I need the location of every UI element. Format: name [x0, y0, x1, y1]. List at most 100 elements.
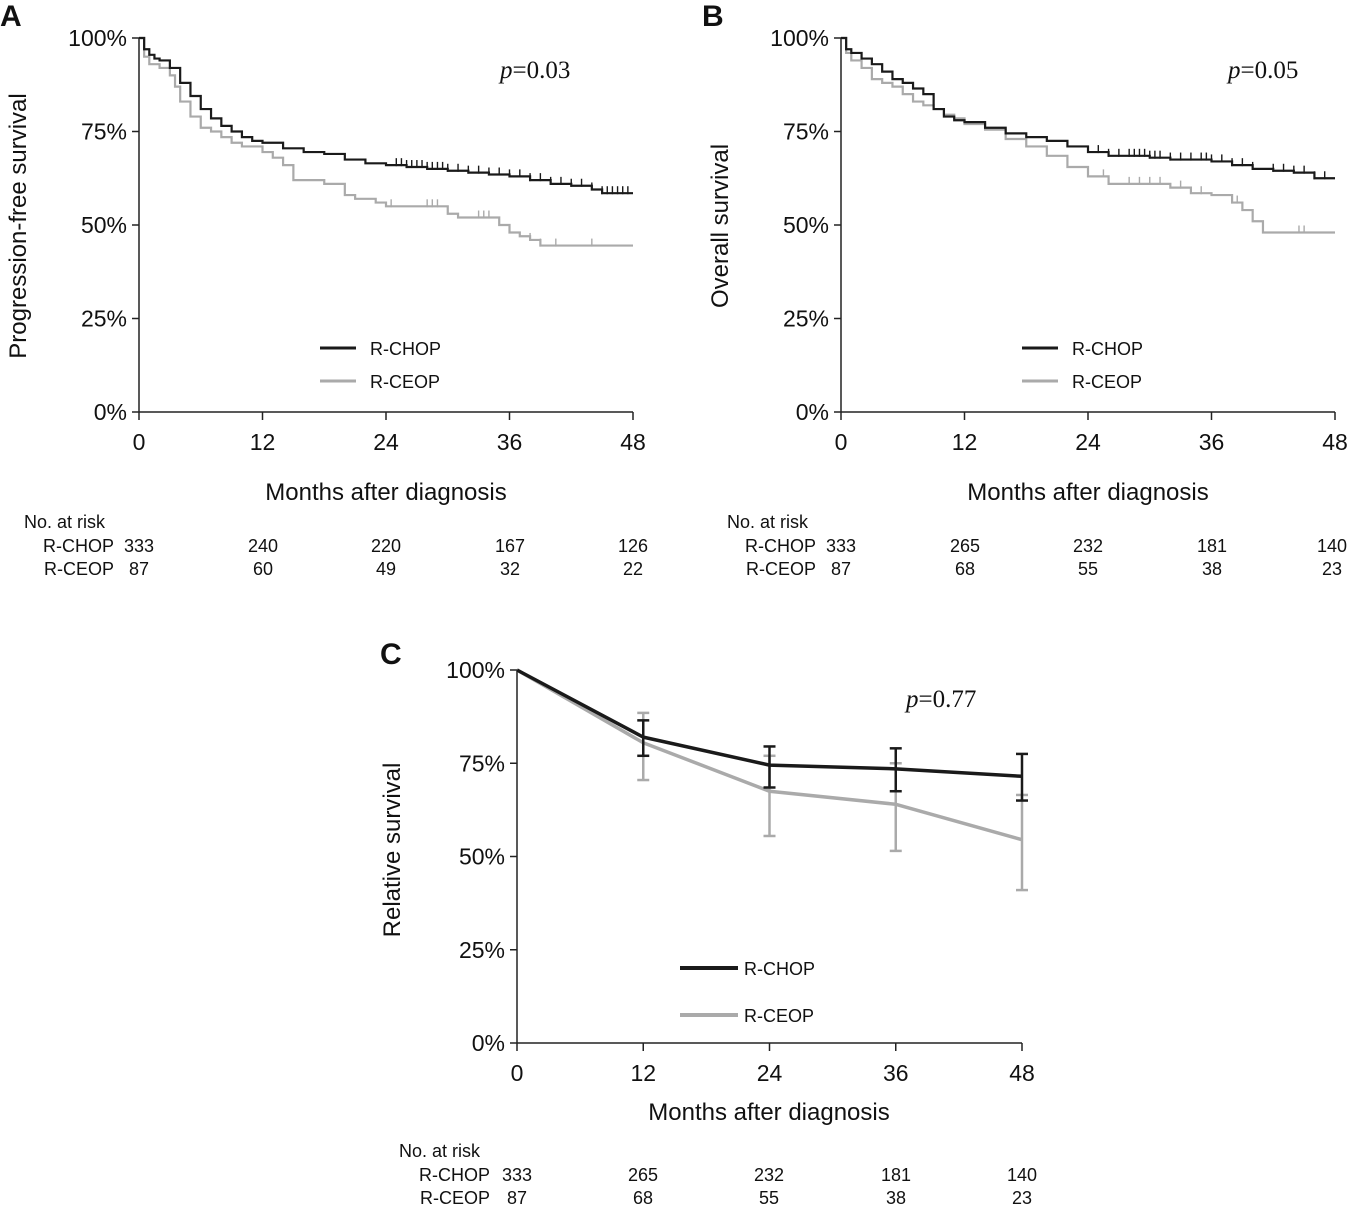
- panel-a-xtick-label-12: 12: [250, 429, 276, 455]
- panel-a-series-ceop: [139, 36, 633, 247]
- panel-b-series-ceop: [841, 36, 1335, 234]
- panel-c-ytick-label-100: 100%: [446, 657, 505, 683]
- panel-a-letter: A: [0, 0, 22, 33]
- panel-b-at-risk-label-chop: R-CHOP: [745, 536, 816, 556]
- panel-b-xtick-label-12: 12: [952, 429, 978, 455]
- panel-c-xtick-label-24: 24: [757, 1060, 783, 1086]
- panel-b-at-risk-chop-36: 181: [1197, 536, 1227, 556]
- panel-c-p-letter: p: [904, 686, 919, 713]
- panel-b-at-risk-chop-12: 265: [950, 536, 980, 556]
- panel-c-ylabel: Relative survival: [379, 763, 406, 938]
- panel-c-at-risk-title: No. at risk: [399, 1141, 481, 1161]
- panel-a-at-risk-ceop-36: 32: [500, 559, 520, 579]
- panel-a: A Progression-free survival Months after…: [0, 0, 648, 579]
- panel-a-at-risk-chop-12: 240: [248, 536, 278, 556]
- panel-b-ytick-label-25: 25%: [783, 306, 829, 332]
- panel-a-at-risk-label-ceop: R-CEOP: [44, 559, 114, 579]
- panel-b-legend-chop-label: R-CHOP: [1072, 339, 1143, 359]
- panel-b-p-text: =0.05: [1241, 57, 1299, 84]
- panel-c-ytick-label-0: 0%: [472, 1030, 505, 1056]
- panel-c-pvalue: p=0.77: [904, 686, 976, 713]
- panel-c-ytick-label-75: 75%: [459, 750, 505, 776]
- panel-b-at-risk-ceop-0: 87: [831, 559, 851, 579]
- panel-b-at-risk-ceop-24: 55: [1078, 559, 1098, 579]
- panel-b-at-risk-ceop-48: 23: [1322, 559, 1342, 579]
- panel-a-at-risk-ceop-0: 87: [129, 559, 149, 579]
- panel-a-ytick-label-100: 100%: [68, 25, 127, 51]
- panel-a-at-risk-chop-48: 126: [618, 536, 648, 556]
- panel-c-at-risk-ceop-0: 87: [507, 1188, 527, 1206]
- panel-b-at-risk-ceop-36: 38: [1202, 559, 1222, 579]
- panel-c-at-risk-chop-48: 140: [1007, 1165, 1037, 1185]
- panel-a-at-risk-ceop-48: 22: [623, 559, 643, 579]
- panel-b-at-risk-title: No. at risk: [727, 512, 809, 532]
- panel-a-axes: 0% 25% 50% 75% 100% 0 12 24 36 48: [68, 25, 646, 455]
- panel-c-legend-chop-label: R-CHOP: [744, 959, 815, 979]
- panel-b-axes: 0% 25% 50% 75% 100% 0 12 24 36 48: [770, 25, 1348, 455]
- panel-a-xtick-label-0: 0: [133, 429, 146, 455]
- panel-a-ylabel: Progression-free survival: [5, 93, 32, 358]
- panel-c-series-chop: [516, 668, 1023, 779]
- panel-b-xtick-label-48: 48: [1322, 429, 1348, 455]
- panel-b-at-risk-chop-24: 232: [1073, 536, 1103, 556]
- panel-c: C Relative survival Months after diagnos…: [379, 638, 1037, 1206]
- panel-b-at-risk-label-ceop: R-CEOP: [746, 559, 816, 579]
- panel-b-at-risk-chop-48: 140: [1317, 536, 1347, 556]
- panel-b-curves: [841, 36, 1335, 234]
- panel-a-at-risk-ceop-12: 60: [253, 559, 273, 579]
- panel-b-legend-ceop-label: R-CEOP: [1072, 372, 1142, 392]
- panel-a-xtick-label-24: 24: [373, 429, 399, 455]
- panel-c-at-risk-chop-24: 232: [754, 1165, 784, 1185]
- panel-b-ylabel: Overall survival: [707, 144, 734, 308]
- panel-c-at-risk-label-chop: R-CHOP: [419, 1165, 490, 1185]
- panel-a-ytick-label-25: 25%: [81, 306, 127, 332]
- panel-c-p-text: =0.77: [919, 686, 977, 713]
- panel-a-xtick-label-48: 48: [620, 429, 646, 455]
- panel-a-at-risk-ceop-24: 49: [376, 559, 396, 579]
- panel-a-pvalue: p=0.03: [498, 57, 570, 84]
- panel-a-at-risk: No. at risk R-CHOP R-CEOP 333 240 220 16…: [24, 512, 648, 579]
- panel-c-at-risk-label-ceop: R-CEOP: [420, 1188, 490, 1206]
- panel-b-at-risk-chop-0: 333: [826, 536, 856, 556]
- panel-c-legend-ceop-label: R-CEOP: [744, 1006, 814, 1026]
- panel-c-xtick-label-12: 12: [630, 1060, 656, 1086]
- panel-c-letter: C: [380, 638, 402, 671]
- panel-c-ytick-label-50: 50%: [459, 844, 505, 870]
- panel-b: B Overall survival Months after diagnosi…: [702, 0, 1348, 579]
- panel-c-legend: R-CHOP R-CEOP: [680, 959, 815, 1026]
- panel-c-at-risk-chop-12: 265: [628, 1165, 658, 1185]
- panel-a-ytick-label-0: 0%: [94, 399, 127, 425]
- panel-a-xlabel: Months after diagnosis: [265, 479, 506, 506]
- panel-a-at-risk-chop-0: 333: [124, 536, 154, 556]
- panel-c-at-risk-ceop-48: 23: [1012, 1188, 1032, 1206]
- panel-b-at-risk: No. at risk R-CHOP R-CEOP 333 265 232 18…: [727, 512, 1347, 579]
- panel-a-p-text: =0.03: [513, 57, 571, 84]
- panel-a-ytick-label-50: 50%: [81, 212, 127, 238]
- panel-b-xtick-label-36: 36: [1199, 429, 1225, 455]
- panel-b-ytick-label-75: 75%: [783, 119, 829, 145]
- panel-c-series-ceop: [516, 668, 1023, 842]
- panel-b-xtick-label-24: 24: [1075, 429, 1101, 455]
- panel-c-xlabel: Months after diagnosis: [648, 1099, 889, 1126]
- panel-c-ytick-label-25: 25%: [459, 937, 505, 963]
- panel-b-ytick-label-50: 50%: [783, 212, 829, 238]
- panel-b-pvalue: p=0.05: [1226, 57, 1298, 84]
- panel-b-xtick-label-0: 0: [835, 429, 848, 455]
- panel-b-at-risk-ceop-12: 68: [955, 559, 975, 579]
- panel-c-axes: 0% 25% 50% 75% 100% 0 12 24 36 48: [446, 657, 1035, 1086]
- panel-a-ytick-label-75: 75%: [81, 119, 127, 145]
- panel-c-at-risk-chop-36: 181: [881, 1165, 911, 1185]
- panel-c-at-risk-chop-0: 333: [502, 1165, 532, 1185]
- panel-c-at-risk: No. at risk R-CHOP R-CEOP 333 265 232 18…: [399, 1141, 1037, 1206]
- panel-c-at-risk-ceop-12: 68: [633, 1188, 653, 1206]
- panel-c-at-risk-ceop-36: 38: [886, 1188, 906, 1206]
- panel-b-p-letter: p: [1226, 57, 1241, 84]
- panel-a-legend: R-CHOP R-CEOP: [320, 339, 441, 392]
- panel-c-xtick-label-0: 0: [511, 1060, 524, 1086]
- panel-b-ytick-label-0: 0%: [796, 399, 829, 425]
- panel-a-at-risk-chop-36: 167: [495, 536, 525, 556]
- panel-c-at-risk-ceop-24: 55: [759, 1188, 779, 1206]
- panel-a-at-risk-chop-24: 220: [371, 536, 401, 556]
- panel-a-at-risk-title: No. at risk: [24, 512, 106, 532]
